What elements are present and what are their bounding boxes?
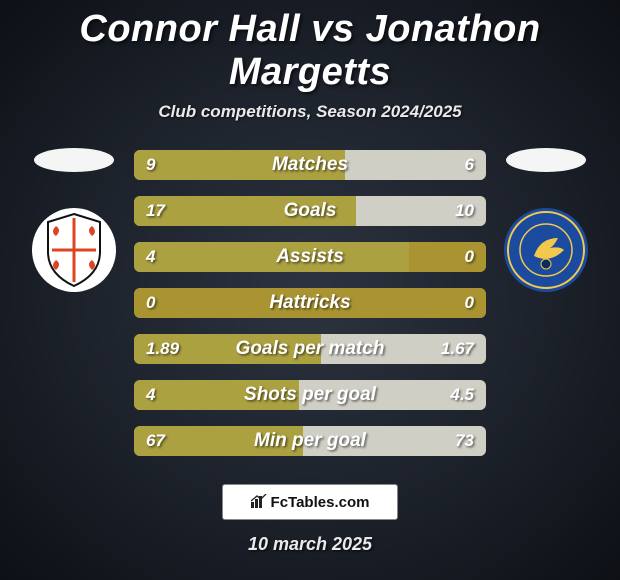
subtitle: Club competitions, Season 2024/2025 — [0, 102, 620, 122]
stat-label: Min per goal — [134, 430, 486, 452]
stat-row: 96Matches — [134, 150, 486, 180]
club-crest-right — [504, 208, 588, 292]
stat-label: Goals per match — [134, 338, 486, 360]
stat-label: Shots per goal — [134, 384, 486, 406]
stat-label: Assists — [134, 246, 486, 268]
stat-row: 00Hattricks — [134, 288, 486, 318]
stat-label: Matches — [134, 154, 486, 176]
stat-bars: 96Matches 1710Goals 40Assists 00Hattricks 1.… — [134, 150, 486, 456]
stat-row: 44.5Shots per goal — [134, 380, 486, 410]
stat-row: 40Assists — [134, 242, 486, 272]
comparison-content: 96Matches 1710Goals 40Assists 00Hattricks 1.… — [0, 150, 620, 456]
player-right-ellipse — [506, 148, 586, 172]
stat-row: 6773Min per goal — [134, 426, 486, 456]
stat-label: Hattricks — [134, 292, 486, 314]
stat-row: 1.891.67Goals per match — [134, 334, 486, 364]
bird-badge-icon — [504, 208, 588, 292]
player-left-ellipse — [34, 148, 114, 172]
stat-row: 1710Goals — [134, 196, 486, 226]
player-left-side — [14, 150, 134, 292]
player-right-side — [486, 150, 606, 292]
date-label: 10 march 2025 — [0, 534, 620, 555]
brand-badge[interactable]: FcTables.com — [222, 484, 398, 520]
brand-text: FcTables.com — [271, 494, 370, 511]
page-title: Connor Hall vs Jonathon Margetts — [0, 0, 620, 94]
stat-label: Goals — [134, 200, 486, 222]
shield-icon — [32, 208, 116, 292]
chart-icon — [251, 494, 267, 511]
club-crest-left — [32, 208, 116, 292]
